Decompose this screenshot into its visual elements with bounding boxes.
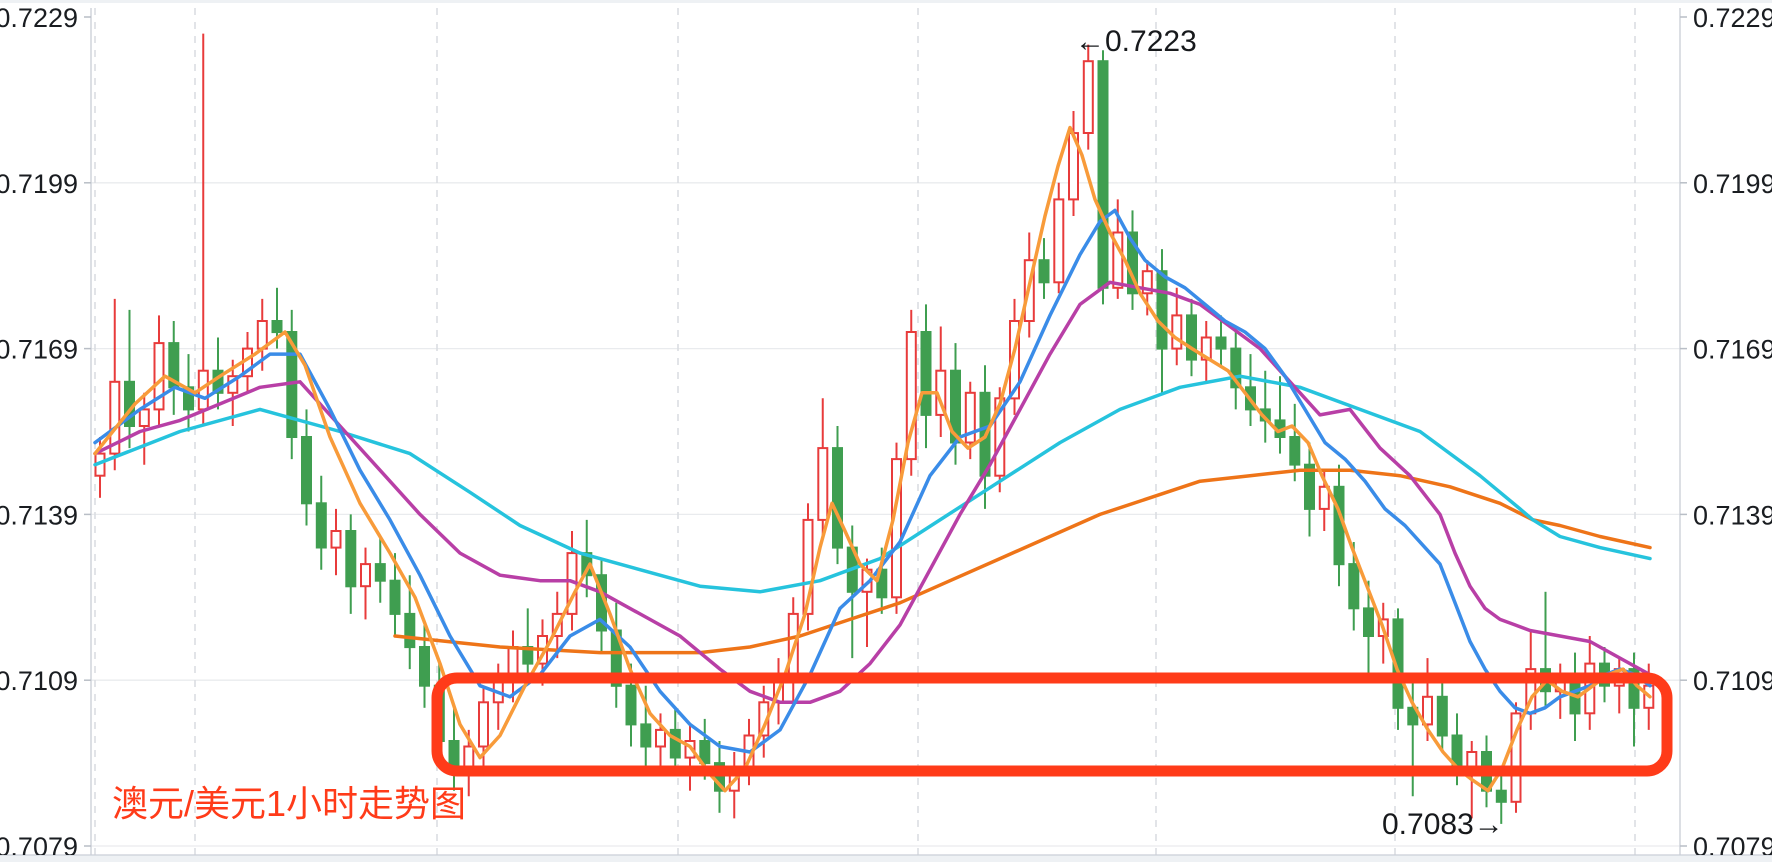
candle-body-up <box>964 391 976 444</box>
candle-body-down <box>1495 789 1507 803</box>
candle-body-down <box>1436 695 1448 737</box>
candle-body-down <box>832 447 843 549</box>
candle-body-up <box>1422 695 1433 726</box>
candle-body-up <box>1171 314 1183 350</box>
candle-body-up <box>330 530 342 549</box>
y-axis-label-left: 0.7109 <box>0 666 78 696</box>
candle-body-up <box>817 447 829 521</box>
candle-body-down <box>714 762 725 792</box>
candle-body-up <box>1141 270 1153 295</box>
candle-body-up <box>1082 60 1094 135</box>
candle-body-up <box>1510 712 1522 803</box>
candle-body-up <box>138 408 150 427</box>
y-axis-label-right: 0.7199 <box>1693 169 1772 199</box>
candle-body-up <box>1318 485 1330 510</box>
ma-magenta <box>93 280 1652 705</box>
candle-body-up <box>360 563 371 588</box>
axes-layer <box>0 8 1772 861</box>
y-axis-label-left: 0.7229 <box>0 3 78 33</box>
y-axis-label-right: 0.7109 <box>1693 666 1772 696</box>
candle-body-up <box>1009 320 1020 400</box>
candle-body-down <box>1215 336 1227 350</box>
candle-body-down <box>640 723 652 748</box>
y-axis-label-right: 0.7229 <box>1693 3 1772 33</box>
annotations-layer: ←0.7223 0.7083→ 澳元/美元1小时走势图 <box>112 25 1673 841</box>
candle-body-down <box>1348 563 1360 610</box>
candle-body-down <box>1304 463 1315 510</box>
candle-body-up <box>905 331 917 461</box>
axis-labels-layer: 0.7229 0.7229 0.7199 0.7199 0.7169 0.7169 0.71… <box>0 3 1772 862</box>
candle-body-down <box>1407 706 1419 726</box>
moving-averages-layer <box>93 125 1652 793</box>
candle-body-up <box>109 380 121 455</box>
y-axis-label-left: 0.7169 <box>0 335 78 365</box>
candle-body-down <box>301 436 312 505</box>
candle-body-down <box>876 568 888 599</box>
candle-body-up <box>1200 336 1212 361</box>
candle-body-up <box>463 745 475 770</box>
candle-body-up <box>1112 231 1124 289</box>
y-axis-label-right: 0.7139 <box>1693 500 1772 530</box>
peak-price-annotation: ←0.7223 <box>1075 25 1197 58</box>
support-zone-box <box>431 672 1673 777</box>
candle-body-down <box>374 563 386 582</box>
window-bottom-edge <box>0 855 1772 862</box>
candle-body-down <box>1038 259 1050 284</box>
candle-body-down <box>1230 347 1242 389</box>
candle-body-down <box>419 646 430 687</box>
low-price-annotation: 0.7083→ <box>1382 808 1504 841</box>
candle-body-down <box>1289 436 1301 466</box>
candle-body-down <box>1097 60 1109 289</box>
candle-body-down <box>1186 314 1197 361</box>
candle-body-down <box>1156 270 1168 350</box>
chart-title: 澳元/美元1小时走势图 <box>112 783 466 824</box>
candle-body-up <box>1053 198 1065 284</box>
y-axis-label-right: 0.7169 <box>1693 335 1772 365</box>
candle-body-down <box>669 728 681 759</box>
y-axis-label-left: 0.7199 <box>0 169 78 199</box>
candle-body-down <box>625 684 637 726</box>
candle-body-down <box>920 331 932 416</box>
candle-body-down <box>699 740 711 765</box>
candle-body-down <box>315 502 327 549</box>
ma-fast-orange <box>93 125 1652 793</box>
candle-body-down <box>271 320 283 334</box>
candle-body-up <box>802 518 814 615</box>
grid-layer <box>91 8 1680 855</box>
candle-body-down <box>404 612 416 649</box>
window-top-edge <box>0 0 1772 3</box>
candle-body-down <box>389 579 401 615</box>
y-axis-label-left: 0.7139 <box>0 500 78 530</box>
candle-body-up <box>478 701 489 748</box>
candle-body-down <box>345 530 357 588</box>
candle-body-up <box>655 728 666 748</box>
candle-body-down <box>1363 607 1374 638</box>
